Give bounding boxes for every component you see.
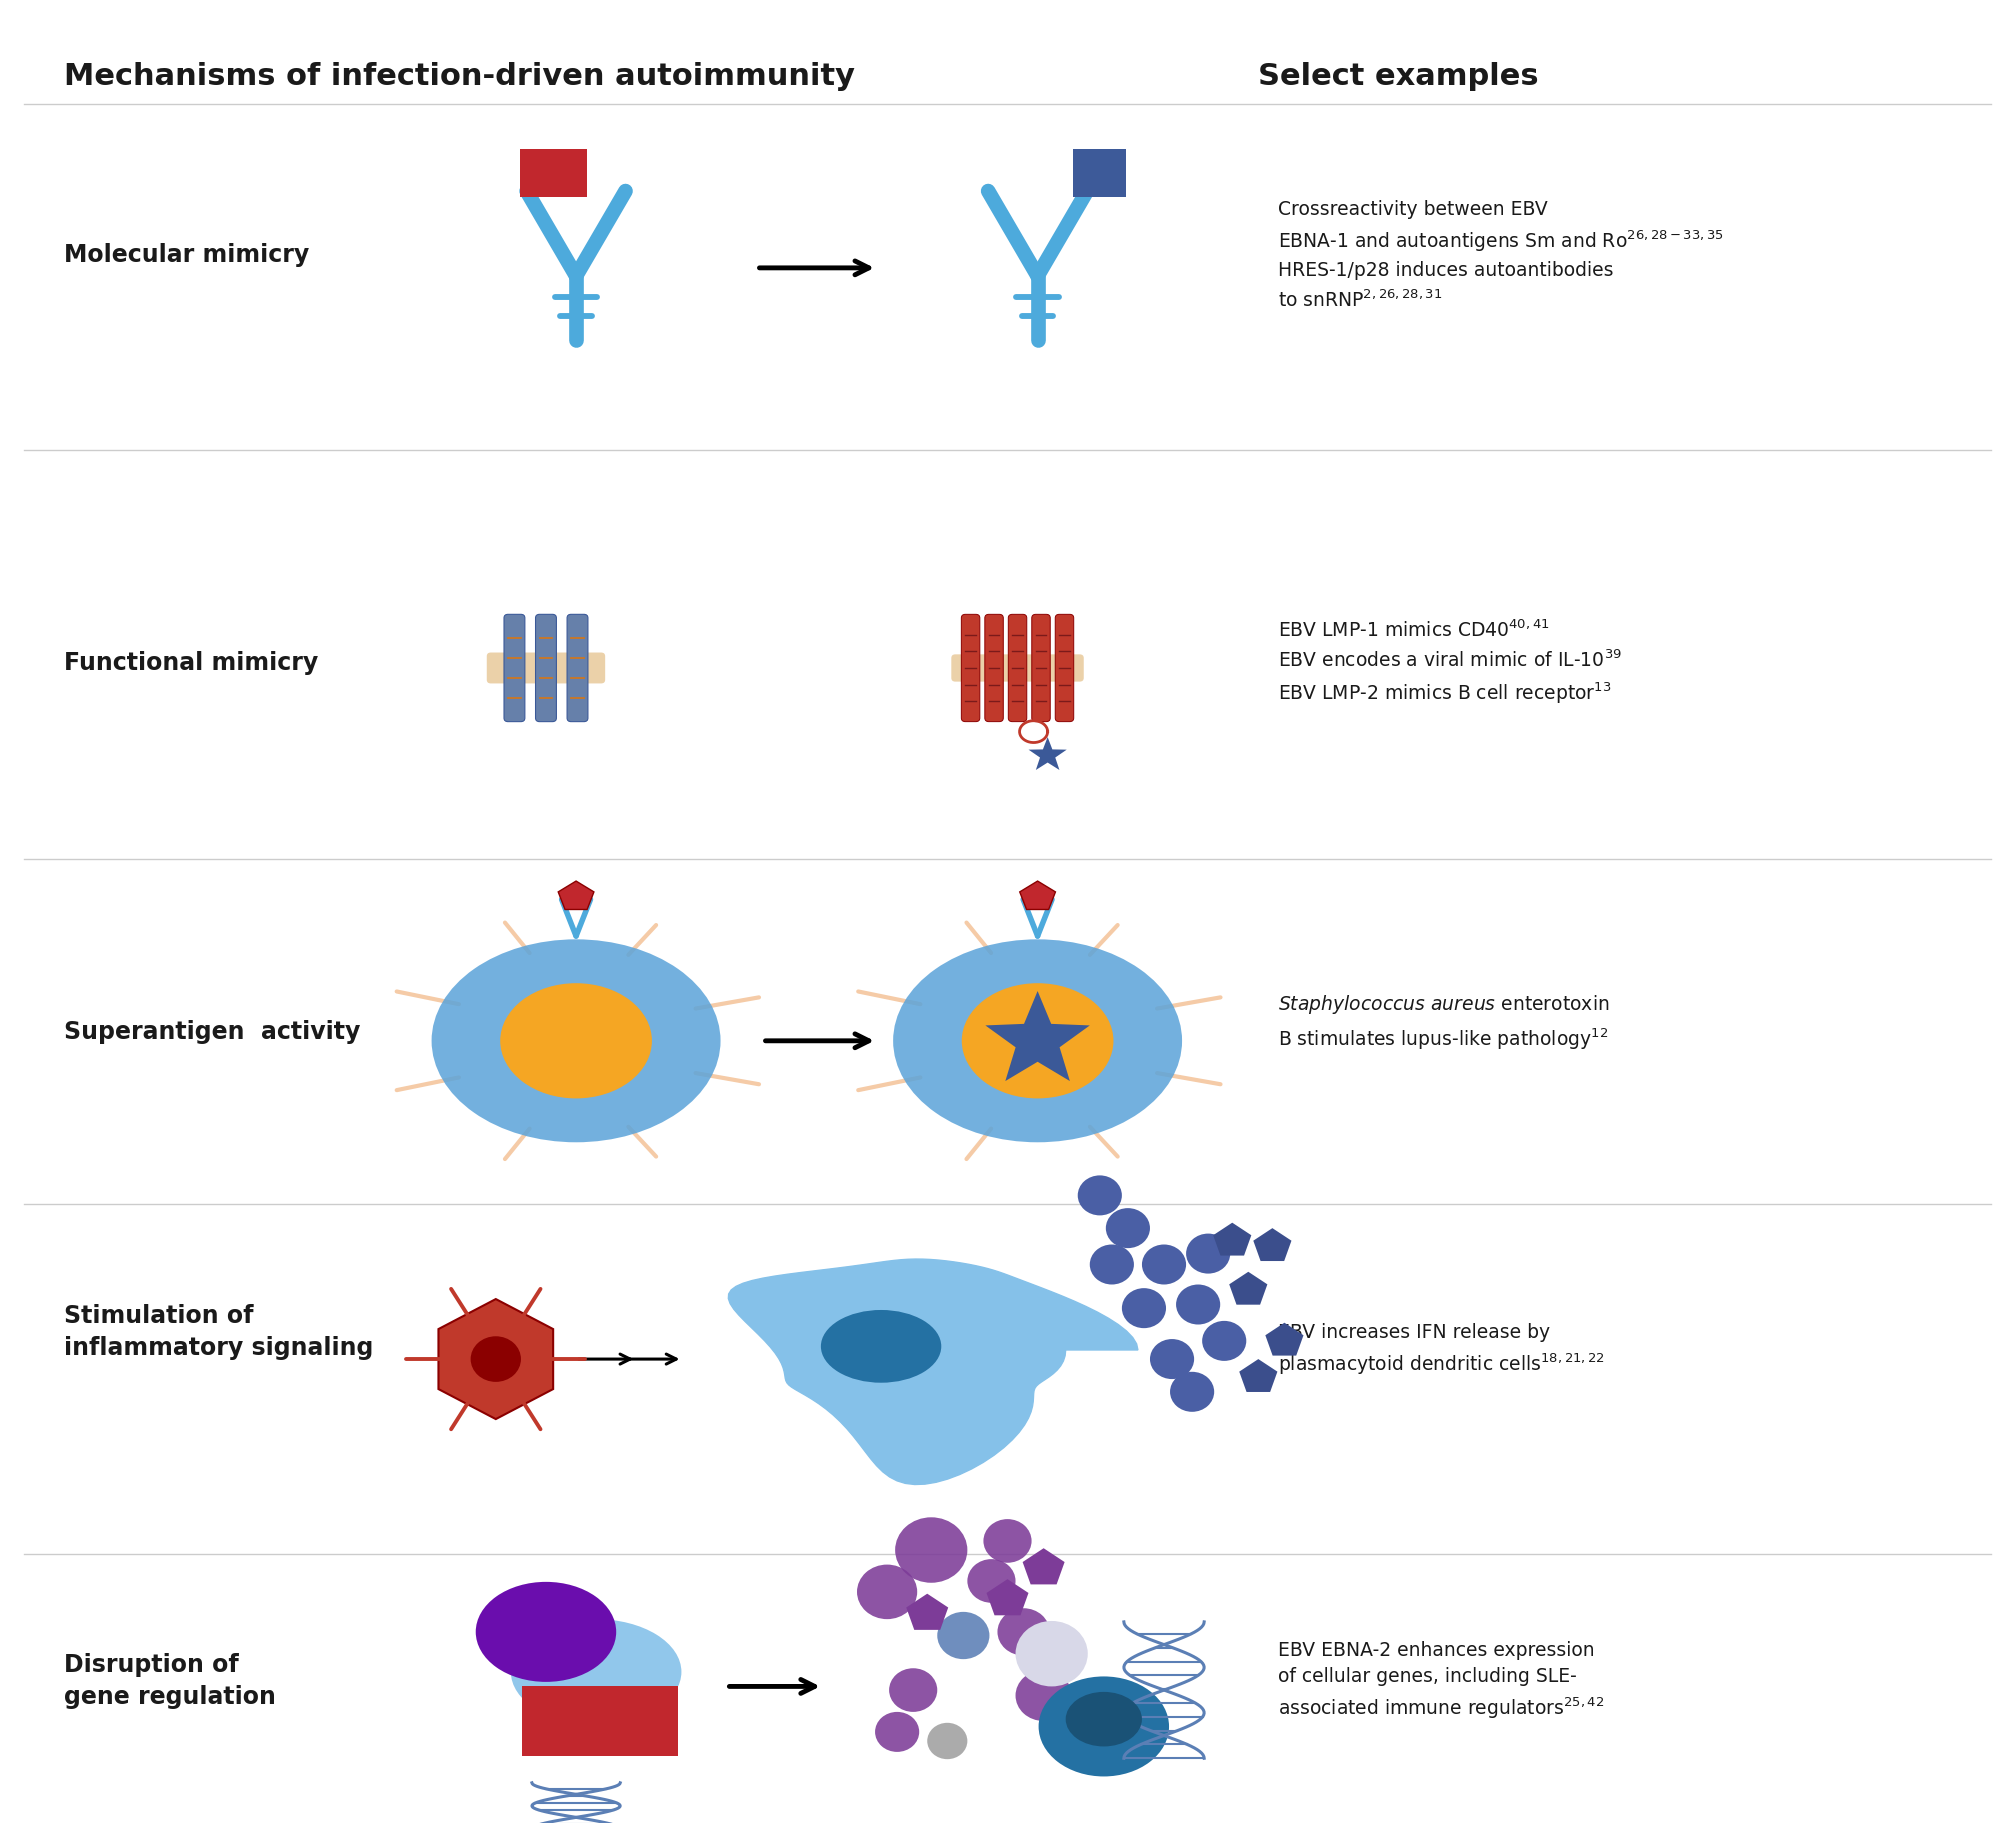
FancyBboxPatch shape <box>520 150 586 197</box>
Ellipse shape <box>431 939 721 1142</box>
Polygon shape <box>727 1259 1138 1485</box>
Polygon shape <box>558 881 594 910</box>
FancyBboxPatch shape <box>985 614 1003 722</box>
Circle shape <box>967 1558 1015 1602</box>
Text: Select examples: Select examples <box>1257 62 1539 91</box>
Polygon shape <box>1229 1272 1267 1304</box>
FancyBboxPatch shape <box>487 652 604 683</box>
FancyBboxPatch shape <box>951 654 1084 681</box>
Circle shape <box>1170 1372 1214 1412</box>
Circle shape <box>983 1518 1031 1562</box>
Polygon shape <box>439 1299 554 1420</box>
Circle shape <box>1142 1244 1186 1284</box>
Polygon shape <box>987 1579 1027 1615</box>
Polygon shape <box>1212 1222 1251 1255</box>
FancyBboxPatch shape <box>536 614 556 722</box>
Text: EBV EBNA-2 enhances expression
of cellular genes, including SLE-
associated immu: EBV EBNA-2 enhances expression of cellul… <box>1277 1641 1603 1721</box>
Text: EBV increases IFN release by
plasmacytoid dendritic cells$^{18,21,22}$: EBV increases IFN release by plasmacytoi… <box>1277 1323 1605 1378</box>
Text: Crossreactivity between EBV
EBNA-1 and autoantigens Sm and Ro$^{26,28-33,35}$
HR: Crossreactivity between EBV EBNA-1 and a… <box>1277 199 1724 311</box>
FancyBboxPatch shape <box>504 614 524 722</box>
FancyBboxPatch shape <box>961 614 979 722</box>
Polygon shape <box>1253 1228 1291 1261</box>
Ellipse shape <box>961 983 1114 1098</box>
Circle shape <box>926 1723 967 1759</box>
Text: Superantigen  activity: Superantigen activity <box>64 1019 361 1043</box>
FancyBboxPatch shape <box>566 614 588 722</box>
Circle shape <box>1150 1339 1194 1379</box>
Text: EBV LMP-1 mimics CD40$^{40,41}$
EBV encodes a viral mimic of IL-10$^{39}$
EBV LM: EBV LMP-1 mimics CD40$^{40,41}$ EBV enco… <box>1277 619 1621 705</box>
Circle shape <box>1106 1208 1150 1248</box>
Ellipse shape <box>1037 1677 1168 1776</box>
Text: Stimulation of
inflammatory signaling: Stimulation of inflammatory signaling <box>64 1304 373 1359</box>
Text: Molecular mimicry: Molecular mimicry <box>64 243 310 267</box>
Text: Disruption of
gene regulation: Disruption of gene regulation <box>64 1653 276 1708</box>
Ellipse shape <box>820 1310 941 1383</box>
Ellipse shape <box>892 939 1182 1142</box>
Ellipse shape <box>475 1582 616 1683</box>
Text: Functional mimicry: Functional mimicry <box>64 650 318 674</box>
Ellipse shape <box>512 1619 681 1725</box>
Polygon shape <box>1023 1547 1063 1584</box>
Circle shape <box>1176 1284 1220 1325</box>
Polygon shape <box>1265 1323 1303 1356</box>
Circle shape <box>894 1516 967 1582</box>
Circle shape <box>1015 1621 1088 1686</box>
FancyBboxPatch shape <box>1007 614 1027 722</box>
Polygon shape <box>1027 736 1065 769</box>
FancyBboxPatch shape <box>1031 614 1049 722</box>
Text: $\it{Staphylococcus\ aureus}$ enterotoxin
B stimulates lupus-like pathology$^{12: $\it{Staphylococcus\ aureus}$ enterotoxi… <box>1277 994 1609 1052</box>
Circle shape <box>1186 1233 1231 1273</box>
Polygon shape <box>1019 881 1055 910</box>
Circle shape <box>1015 1670 1071 1721</box>
Ellipse shape <box>499 983 653 1098</box>
Circle shape <box>1202 1321 1247 1361</box>
Text: Mechanisms of infection-driven autoimmunity: Mechanisms of infection-driven autoimmun… <box>64 62 854 91</box>
Polygon shape <box>1239 1359 1277 1392</box>
Polygon shape <box>906 1593 949 1630</box>
Circle shape <box>856 1564 916 1619</box>
Circle shape <box>888 1668 937 1712</box>
Circle shape <box>874 1712 918 1752</box>
Circle shape <box>937 1611 989 1659</box>
FancyBboxPatch shape <box>1071 150 1126 197</box>
Circle shape <box>1122 1288 1166 1328</box>
FancyBboxPatch shape <box>522 1686 679 1756</box>
Circle shape <box>471 1336 522 1381</box>
Circle shape <box>1077 1175 1122 1215</box>
Polygon shape <box>985 990 1090 1082</box>
Circle shape <box>1090 1244 1134 1284</box>
FancyBboxPatch shape <box>1055 614 1073 722</box>
Circle shape <box>997 1608 1049 1655</box>
Ellipse shape <box>1065 1692 1142 1747</box>
